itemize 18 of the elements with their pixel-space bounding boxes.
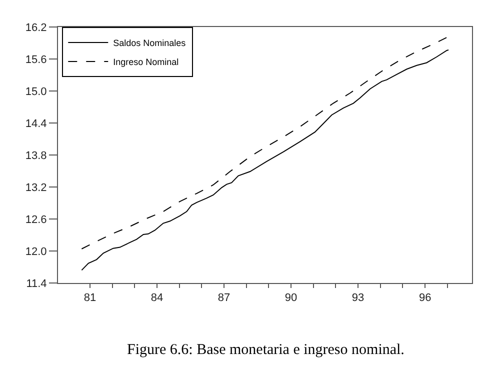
caption: Figure 6.6: Base monetaria e ingreso nominal.	[127, 342, 404, 358]
x-tick-label: 81	[84, 292, 96, 304]
y-tick-label: 15.6	[25, 54, 47, 66]
x-tick-label: 90	[284, 292, 298, 304]
x-tick-label: 87	[218, 292, 230, 304]
y-tick-label: 12.0	[25, 246, 47, 258]
legend-label: Saldos Nominales	[113, 38, 186, 48]
y-tick-label: 12.6	[25, 214, 47, 226]
x-tick-label: 96	[418, 292, 432, 304]
y-tick-label: 16.2	[25, 22, 47, 34]
y-tick-label: 11.4	[26, 278, 47, 290]
y-tick-label: 13.8	[25, 150, 47, 162]
x-tick-label: 84	[150, 292, 164, 304]
x-tick-label: 93	[352, 292, 364, 304]
y-tick-label: 15.0	[25, 86, 47, 98]
y-tick-label: 14.4	[25, 118, 47, 130]
legend-label: Ingreso Nominal	[113, 57, 179, 68]
y-tick-label: 13.2	[25, 182, 47, 194]
